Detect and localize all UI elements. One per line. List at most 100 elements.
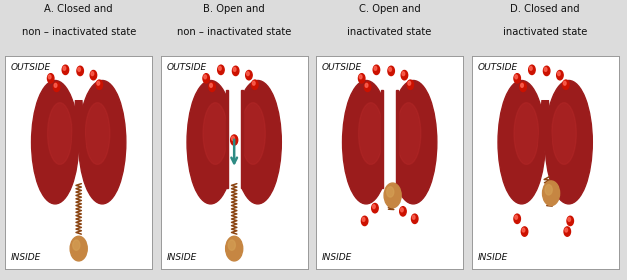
Text: non – inactivated state: non – inactivated state [177, 27, 292, 37]
Circle shape [564, 81, 566, 85]
Ellipse shape [359, 103, 383, 164]
Circle shape [399, 207, 406, 216]
Text: INSIDE: INSIDE [11, 253, 41, 262]
Circle shape [544, 66, 550, 76]
Ellipse shape [552, 103, 576, 164]
Circle shape [246, 72, 250, 76]
Text: non – inactivated state: non – inactivated state [21, 27, 136, 37]
Circle shape [515, 75, 517, 79]
Circle shape [530, 66, 532, 70]
Circle shape [361, 216, 368, 226]
Circle shape [226, 236, 243, 261]
Circle shape [374, 66, 377, 70]
Circle shape [515, 215, 517, 219]
Circle shape [62, 65, 69, 74]
Circle shape [568, 218, 571, 221]
Circle shape [97, 81, 100, 85]
Text: B. Open and: B. Open and [203, 4, 265, 14]
Circle shape [411, 214, 418, 223]
Circle shape [389, 67, 391, 71]
Ellipse shape [234, 80, 282, 204]
Circle shape [231, 135, 238, 145]
Ellipse shape [514, 103, 539, 164]
Circle shape [53, 82, 60, 92]
Circle shape [233, 67, 236, 71]
Circle shape [401, 71, 408, 80]
Polygon shape [539, 101, 552, 150]
Circle shape [564, 227, 571, 236]
Circle shape [388, 66, 394, 76]
Bar [241, 90, 243, 188]
Circle shape [545, 185, 552, 195]
Circle shape [96, 80, 103, 89]
Text: inactivated state: inactivated state [503, 27, 587, 37]
Ellipse shape [498, 80, 545, 204]
Circle shape [362, 218, 365, 221]
Circle shape [90, 71, 97, 80]
Circle shape [514, 214, 520, 223]
Circle shape [48, 74, 54, 83]
Circle shape [408, 81, 411, 85]
Ellipse shape [396, 103, 421, 164]
Ellipse shape [342, 80, 389, 204]
Text: OUTSIDE: OUTSIDE [11, 64, 51, 73]
Circle shape [70, 236, 87, 261]
Text: INSIDE: INSIDE [166, 253, 197, 262]
Circle shape [520, 83, 524, 87]
Circle shape [364, 82, 371, 92]
Circle shape [557, 72, 561, 76]
Circle shape [402, 72, 405, 76]
Text: INSIDE: INSIDE [477, 253, 508, 262]
Circle shape [401, 208, 403, 212]
Bar [383, 90, 396, 188]
Circle shape [407, 80, 414, 89]
Bar [228, 90, 241, 188]
Polygon shape [72, 101, 85, 150]
Ellipse shape [187, 80, 234, 204]
Circle shape [251, 80, 258, 89]
Circle shape [520, 82, 526, 92]
Circle shape [77, 66, 83, 76]
Bar [383, 90, 396, 188]
Ellipse shape [545, 80, 593, 204]
Ellipse shape [85, 103, 110, 164]
Bar [228, 90, 241, 188]
Text: INSIDE: INSIDE [322, 253, 352, 262]
Circle shape [562, 80, 569, 89]
Circle shape [365, 83, 368, 87]
Circle shape [514, 74, 520, 83]
Text: D. Closed and: D. Closed and [510, 4, 580, 14]
Circle shape [54, 83, 57, 87]
Text: OUTSIDE: OUTSIDE [322, 64, 362, 73]
Circle shape [231, 136, 234, 141]
Circle shape [63, 66, 66, 70]
Text: inactivated state: inactivated state [347, 27, 432, 37]
Circle shape [91, 72, 94, 76]
Circle shape [372, 205, 376, 209]
Circle shape [372, 204, 378, 213]
Bar [539, 90, 552, 188]
Circle shape [73, 240, 80, 250]
Circle shape [204, 75, 206, 79]
Ellipse shape [48, 103, 72, 164]
Circle shape [78, 67, 80, 71]
Ellipse shape [31, 80, 78, 204]
Circle shape [521, 227, 528, 236]
Circle shape [522, 228, 525, 232]
Circle shape [219, 66, 221, 70]
Text: C. Open and: C. Open and [359, 4, 421, 14]
Circle shape [359, 75, 362, 79]
Text: OUTSIDE: OUTSIDE [166, 64, 207, 73]
Circle shape [253, 81, 255, 85]
Circle shape [359, 74, 365, 83]
Circle shape [209, 83, 213, 87]
Text: A. Closed and: A. Closed and [45, 4, 113, 14]
Circle shape [373, 65, 380, 74]
Text: OUTSIDE: OUTSIDE [477, 64, 518, 73]
Circle shape [228, 240, 235, 250]
Circle shape [542, 181, 560, 206]
Circle shape [203, 74, 209, 83]
Circle shape [246, 71, 252, 80]
Circle shape [413, 215, 415, 219]
Ellipse shape [389, 80, 437, 204]
